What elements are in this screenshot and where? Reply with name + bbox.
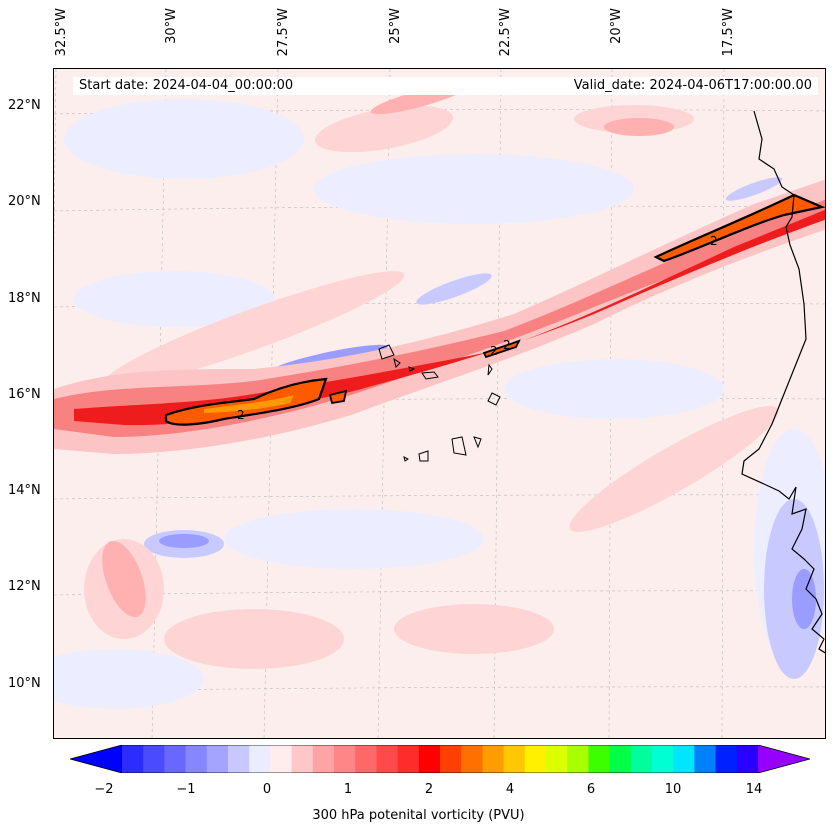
colorbar-cell [355, 745, 377, 773]
lat-label-22n: 22°N [8, 98, 41, 113]
colorbar-cell [334, 745, 356, 773]
pv2-inner-west [204, 395, 294, 413]
colorbar-cell [143, 745, 165, 773]
colorbar-cell [164, 745, 187, 773]
colorbar-cell [736, 745, 759, 773]
colorbar-label: 300 hPa potenital vorticity (PVU) [312, 808, 525, 823]
colorbar-cell [524, 745, 547, 773]
lon-label-22-5w: 22.5°W [498, 8, 513, 57]
pv2-contour-mid [482, 339, 521, 359]
pv2-contour-west [164, 377, 328, 426]
lon-label-30w: 30°W [164, 8, 179, 44]
colorbar-tick-neg2: −2 [94, 782, 114, 797]
colorbar-cell [122, 745, 144, 773]
west-africa-coastline [741, 110, 825, 654]
pv2-contour-east [653, 193, 825, 263]
colorbar-cell [397, 745, 420, 773]
lat-label-18n: 18°N [8, 291, 41, 306]
colorbar-cell [249, 745, 271, 773]
colorbar-extend-max [758, 745, 810, 773]
info-band [303, 77, 536, 95]
lon-label-27-5w: 27.5°W [276, 8, 291, 57]
negative-pv-light [54, 99, 825, 709]
valid-date-label: Valid_date: 2024-04-06T17:00:00.00 [536, 77, 818, 95]
cape-verde-islands [378, 344, 501, 462]
colorbar-tick-14: 14 [745, 782, 763, 797]
colorbar-cell [609, 745, 632, 773]
contour-label-east: 2 [710, 234, 718, 248]
colorbar-cell [228, 745, 250, 773]
map-panel: 2 2 2 2 Start date: 2024-04-04_00:00:00 [53, 68, 826, 739]
pv-field: 2 2 2 2 [54, 69, 825, 738]
colorbar [70, 745, 810, 773]
colorbar-cell [312, 745, 335, 773]
colorbar-tick-10: 10 [664, 782, 682, 797]
contour-label-mid-b: 2 [503, 338, 511, 352]
colorbar-cell [461, 745, 483, 773]
colorbar-cell [630, 745, 653, 773]
colorbar-cell [503, 745, 526, 773]
colorbar-cell [376, 745, 399, 773]
colorbar-tick-2: 2 [424, 782, 434, 797]
colorbar-tick-6: 6 [586, 782, 596, 797]
lat-label-20n: 20°N [8, 194, 41, 209]
colorbar-cell [567, 745, 589, 773]
colorbar-cell [185, 745, 208, 773]
colorbar-cell [546, 745, 568, 773]
contour-label-mid-a: 2 [490, 344, 498, 358]
colorbar-cell [694, 745, 717, 773]
colorbar-cell [652, 745, 674, 773]
lat-label-10n: 10°N [8, 676, 41, 691]
colorbar-extend-min [70, 745, 122, 773]
colorbar-tick-0: 0 [262, 782, 272, 797]
lon-label-17-5w: 17.5°W [721, 8, 736, 57]
colorbar-cell [482, 745, 505, 773]
colorbar-cell [588, 745, 611, 773]
colorbar-tick-1: 1 [343, 782, 353, 797]
contour-label-west: 2 [237, 408, 245, 422]
colorbar-cell [715, 745, 738, 773]
lat-label-16n: 16°N [8, 387, 41, 402]
colorbar-cell [291, 745, 314, 773]
colorbar-tick-4: 4 [505, 782, 515, 797]
colorbar-tick-neg1: −1 [176, 782, 196, 797]
colorbar-cell [270, 745, 293, 773]
lat-label-12n: 12°N [8, 579, 41, 594]
colorbar-cell [418, 745, 441, 773]
start-date-label: Start date: 2024-04-04_00:00:00 [73, 77, 315, 95]
colorbar-cell [440, 745, 462, 773]
colorbar-cell [673, 745, 695, 773]
lon-label-32-5w: 32.5°W [54, 8, 69, 57]
lat-label-14n: 14°N [8, 483, 41, 498]
pv2-contour-small [328, 389, 348, 405]
lon-label-25w: 25°W [388, 8, 403, 44]
lon-label-20w: 20°W [609, 8, 624, 44]
colorbar-cells [70, 745, 810, 773]
colorbar-cell [206, 745, 229, 773]
